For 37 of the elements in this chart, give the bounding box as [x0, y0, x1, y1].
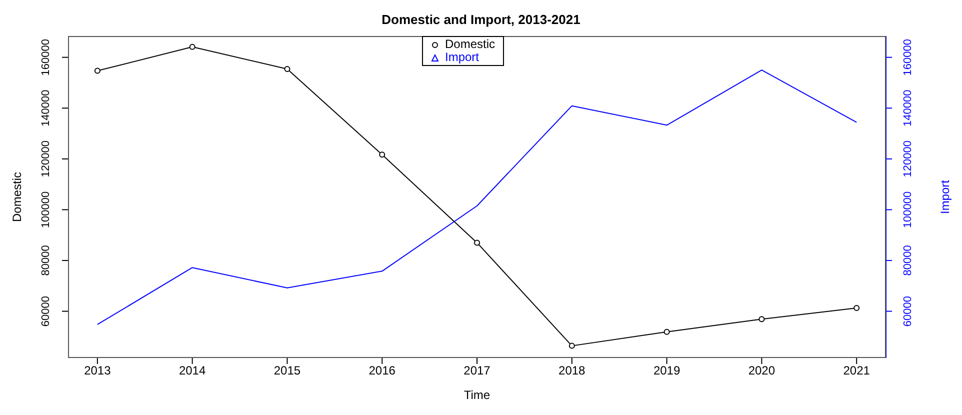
y-tick-label: 120000 — [40, 140, 52, 178]
y2-tick-label: 160000 — [902, 38, 914, 76]
y-tick-label: 160000 — [40, 38, 52, 76]
point — [568, 342, 575, 349]
point — [379, 152, 386, 158]
legend-label: Import — [445, 50, 480, 64]
point — [854, 304, 860, 311]
y-axis-title: Domestic — [10, 172, 24, 222]
point — [189, 44, 196, 50]
y2-tick-label: 120000 — [902, 140, 914, 178]
x-tick-label: 2014 — [178, 364, 206, 378]
x-tick-label: 2013 — [84, 364, 112, 378]
x-axis-title: Time — [462, 388, 492, 402]
x-tick-label: 2019 — [653, 364, 680, 378]
point — [758, 316, 765, 322]
chart-title: Domestic and Import, 2013-2021 — [380, 12, 582, 27]
point — [284, 66, 290, 72]
y-tick-label: 100000 — [40, 191, 52, 228]
x-tick-label: 2016 — [368, 364, 396, 378]
y-tick-label: 140000 — [40, 90, 52, 126]
y-tick-label: 60000 — [40, 296, 52, 327]
point — [664, 328, 670, 335]
y-tick-label: 80000 — [40, 245, 52, 276]
x-tick-label: 2018 — [558, 364, 586, 378]
x-tick-label: 2017 — [464, 364, 491, 378]
y2-tick-label: 60000 — [902, 296, 914, 327]
y2-axis-title: Import — [938, 180, 952, 214]
point — [94, 68, 100, 74]
point — [474, 240, 480, 246]
y2-tick-label: 140000 — [902, 90, 914, 126]
x-tick-label: 2021 — [843, 364, 870, 378]
y2-tick-label: 80000 — [902, 245, 914, 276]
x-tick-label: 2015 — [274, 364, 301, 378]
legend-label: Domestic — [445, 37, 496, 51]
line-series — [96, 70, 858, 325]
y2-tick-label: 100000 — [902, 191, 914, 228]
x-tick-label: 2020 — [748, 364, 776, 378]
